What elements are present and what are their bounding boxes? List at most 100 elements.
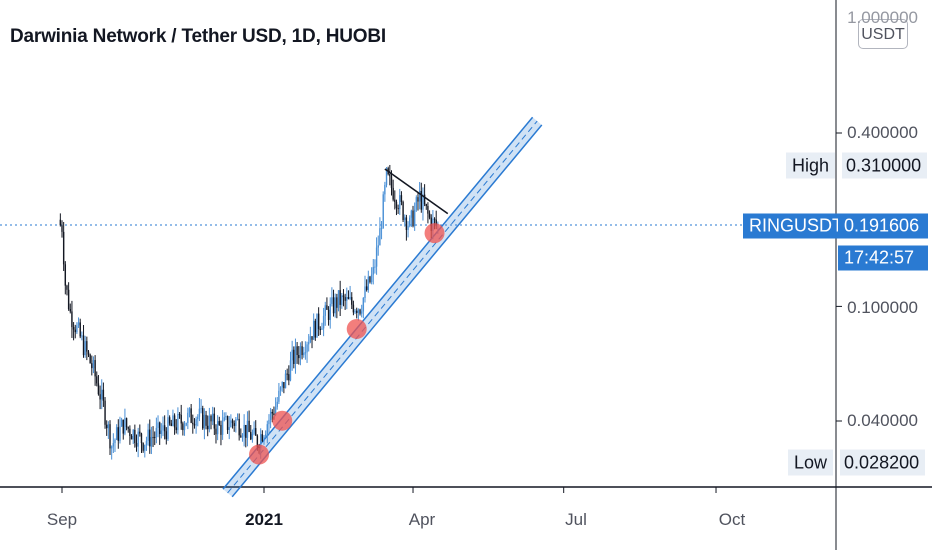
currency-unit-button[interactable]: USDT — [858, 19, 908, 49]
candle — [269, 407, 272, 429]
candle-body — [220, 424, 222, 435]
candle-body — [324, 305, 326, 316]
candle-body — [127, 427, 129, 429]
candle-body — [144, 444, 146, 451]
candle — [72, 322, 75, 341]
candle — [231, 418, 234, 429]
candle-body — [306, 344, 308, 353]
candle — [152, 426, 154, 448]
candle-body — [87, 351, 90, 355]
candle-body — [173, 415, 176, 428]
candle — [354, 308, 356, 315]
candle-body — [86, 341, 88, 352]
candle-body — [152, 437, 154, 439]
candle-body — [298, 355, 300, 359]
candle-body — [346, 297, 348, 301]
candle — [61, 220, 63, 238]
candle-body — [269, 411, 272, 420]
candle — [423, 184, 426, 207]
candle — [412, 205, 414, 228]
candle — [158, 421, 161, 445]
candle-body — [246, 420, 249, 438]
candle — [76, 322, 78, 335]
candle — [200, 399, 202, 414]
candle-body — [425, 204, 427, 207]
candle-body — [374, 266, 376, 268]
candle — [283, 382, 285, 394]
candle-body — [397, 208, 399, 210]
candle-body — [351, 297, 353, 305]
candle — [87, 350, 90, 358]
candle — [296, 342, 298, 364]
candle — [132, 428, 134, 445]
candle-body — [365, 286, 368, 290]
candle-body — [76, 325, 78, 333]
candle — [104, 397, 106, 429]
candle — [278, 382, 280, 405]
candle — [303, 346, 305, 358]
candle-body — [119, 426, 121, 441]
candle — [266, 420, 269, 444]
candle-body — [288, 374, 290, 381]
candle-body — [241, 436, 244, 438]
candle-body — [180, 414, 182, 424]
candle — [149, 419, 151, 454]
support-channel[interactable] — [222, 116, 543, 498]
candle-body — [77, 322, 80, 326]
candle — [255, 420, 257, 436]
candle — [235, 417, 237, 433]
candle-body — [281, 382, 283, 388]
candle — [205, 410, 207, 430]
candle-body — [352, 304, 355, 313]
candle-body — [253, 428, 255, 434]
candle-body — [316, 313, 318, 338]
candle — [347, 290, 350, 300]
candle — [193, 418, 196, 429]
candle-body — [64, 264, 67, 286]
candle — [405, 214, 408, 241]
candle-body — [404, 217, 406, 220]
candle-body — [369, 276, 371, 283]
candle — [327, 306, 330, 326]
candle-body — [339, 290, 341, 305]
candle — [216, 415, 219, 441]
candle-body — [110, 446, 113, 449]
candle-body — [309, 336, 312, 343]
low-tag: Low 0.028200 — [788, 449, 926, 476]
candle — [112, 433, 115, 454]
candle-body — [303, 352, 305, 356]
candle-body — [221, 420, 224, 435]
candle-body — [112, 443, 115, 447]
candle — [400, 191, 403, 206]
candle-body — [59, 219, 62, 226]
candle-body — [114, 439, 116, 444]
candle-body — [379, 228, 381, 246]
symbol-tag: RINGUSDT — [743, 213, 849, 239]
candle-body — [228, 427, 230, 430]
high-label: High — [786, 152, 836, 179]
candle-body — [195, 419, 197, 426]
candle — [172, 409, 174, 427]
candle — [369, 275, 371, 284]
candle — [291, 340, 293, 371]
candle-body — [428, 213, 431, 218]
candle-body — [230, 420, 232, 428]
candle-body — [360, 311, 363, 314]
candle-body — [317, 313, 320, 330]
candle — [96, 371, 98, 387]
candle — [220, 420, 222, 446]
candle — [145, 436, 148, 451]
candle — [106, 420, 108, 436]
high-tag: High 0.310000 — [786, 152, 928, 179]
candle-body — [225, 416, 227, 418]
candle — [379, 217, 381, 246]
candle — [137, 427, 139, 458]
x-tick-jul: Jul — [565, 510, 587, 529]
candle-body — [165, 431, 168, 440]
candle — [311, 336, 313, 349]
candle — [428, 210, 431, 220]
candle-body — [130, 435, 133, 440]
candle-body — [162, 425, 164, 431]
candle-body — [175, 427, 177, 431]
